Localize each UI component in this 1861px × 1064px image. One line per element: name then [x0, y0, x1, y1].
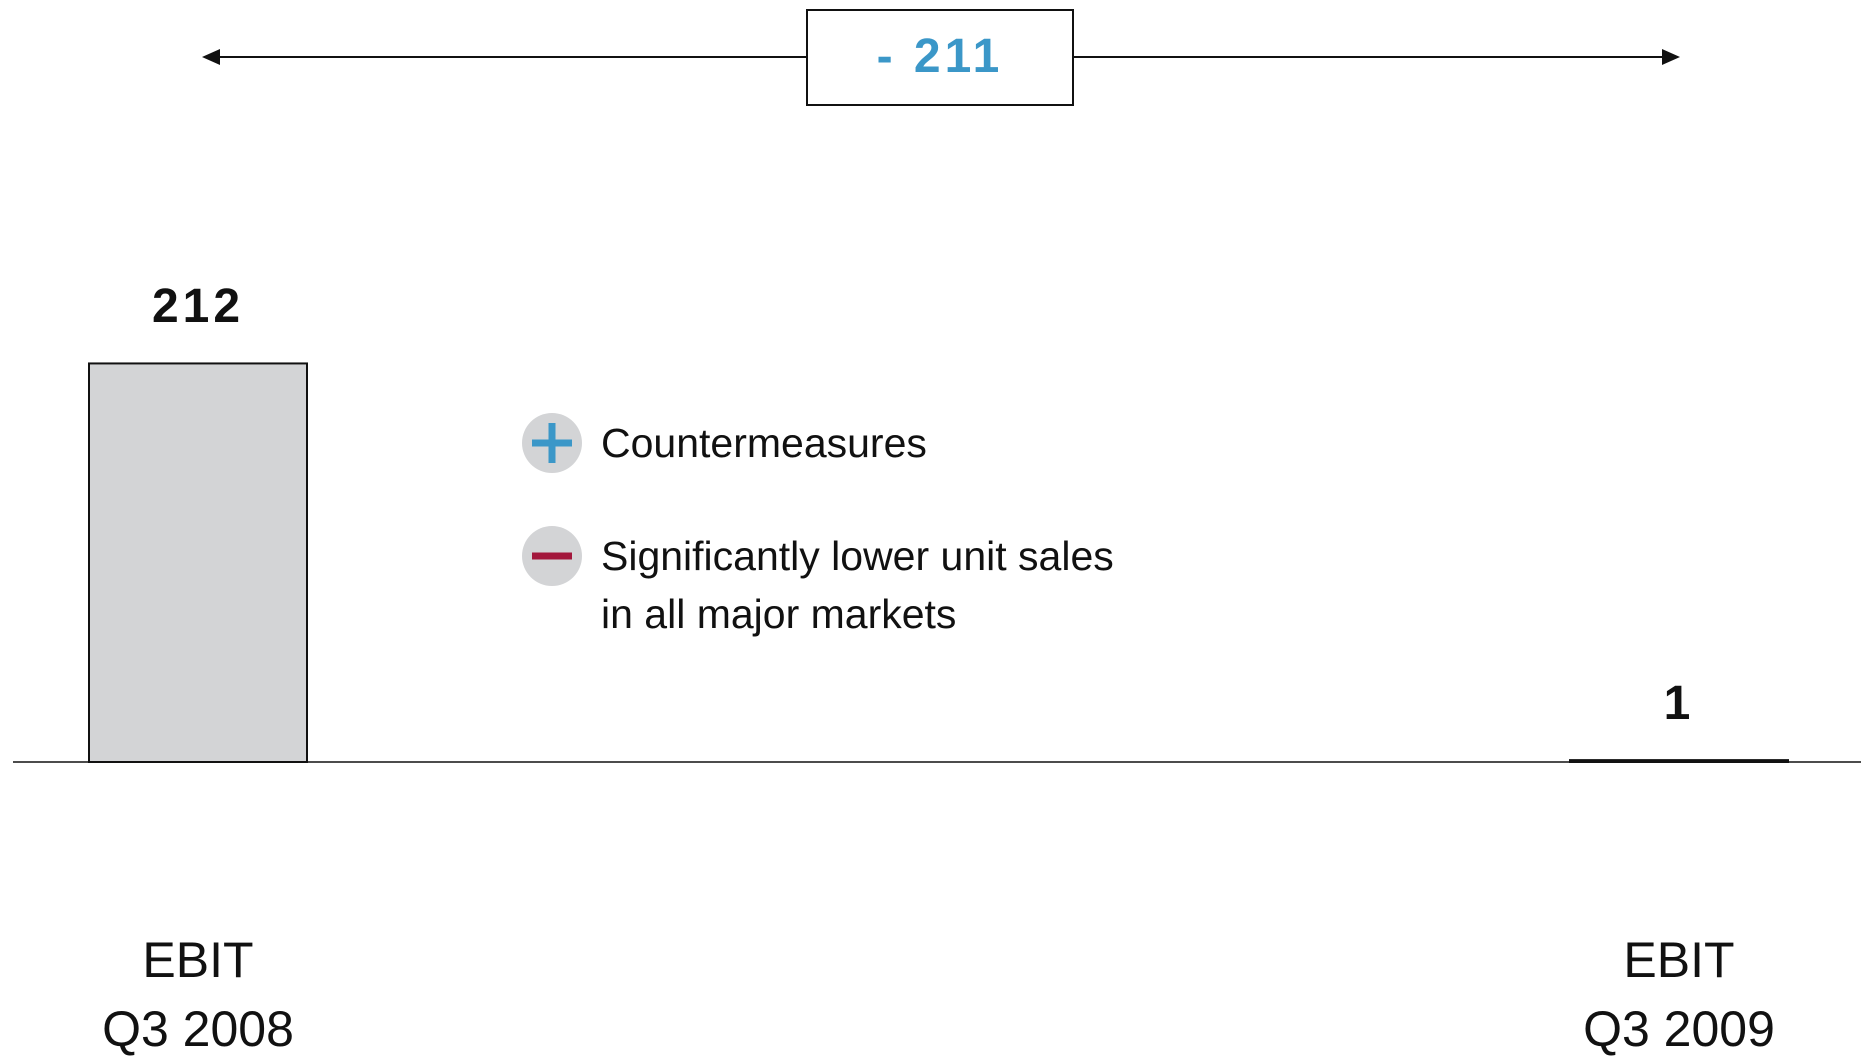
bar — [1569, 759, 1789, 763]
note-text: Significantly lower unit sales in all ma… — [601, 533, 1114, 637]
bar — [88, 362, 308, 763]
category-label: EBIT Q3 2008 — [102, 932, 294, 1057]
value-label: 1 — [1663, 677, 1695, 731]
difference-box — [806, 9, 1074, 106]
category-label: EBIT Q3 2009 — [1583, 932, 1775, 1057]
note-text: Countermeasures — [601, 420, 927, 466]
value-label: 212 — [151, 280, 245, 334]
note-icon-bar — [532, 552, 572, 560]
note-icon-bar — [548, 423, 556, 463]
arrow-head — [1662, 49, 1680, 65]
arrow-head — [202, 49, 220, 65]
difference-label: - 211 — [876, 30, 1004, 83]
